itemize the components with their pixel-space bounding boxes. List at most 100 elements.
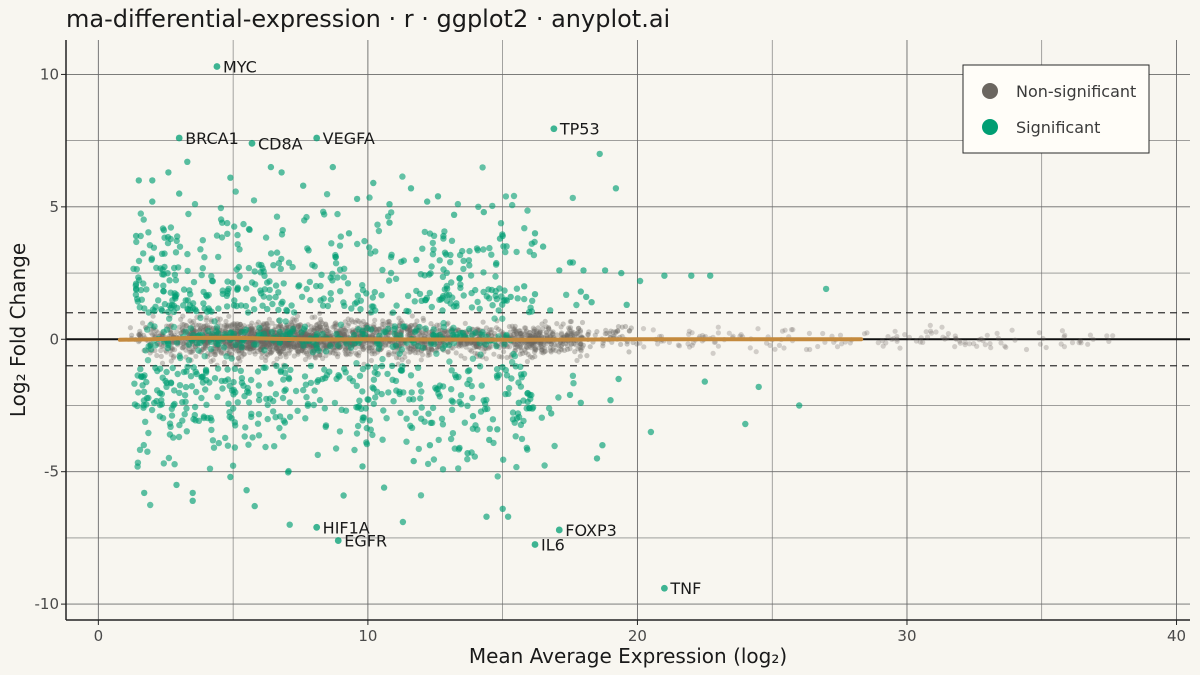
data-point <box>233 325 239 331</box>
data-point <box>509 201 516 209</box>
data-point <box>155 330 161 336</box>
data-point <box>807 346 813 353</box>
data-point <box>438 415 446 422</box>
data-point <box>256 391 263 399</box>
data-point <box>354 317 360 323</box>
data-point <box>529 343 535 349</box>
data-point <box>267 346 273 352</box>
data-point <box>264 321 270 327</box>
data-point <box>699 332 706 339</box>
data-point <box>613 329 619 335</box>
data-point <box>337 233 344 240</box>
data-point <box>249 328 255 334</box>
data-point <box>532 353 538 360</box>
data-point <box>163 368 170 376</box>
data-point <box>314 451 321 459</box>
data-point <box>585 331 591 338</box>
data-point <box>1087 332 1093 338</box>
data-point <box>173 304 181 312</box>
data-point <box>299 348 305 354</box>
data-point <box>241 328 248 336</box>
data-point <box>477 408 485 415</box>
data-point <box>379 321 385 327</box>
data-point <box>548 410 555 417</box>
data-point <box>134 402 141 410</box>
data-point <box>296 282 303 289</box>
data-point <box>408 323 414 329</box>
data-point <box>248 330 254 336</box>
data-point <box>201 254 208 261</box>
data-point <box>305 247 312 254</box>
data-point <box>512 363 519 370</box>
data-point <box>337 288 344 295</box>
data-point <box>154 367 161 375</box>
data-point <box>1104 333 1110 339</box>
data-point <box>239 353 245 359</box>
data-point <box>517 383 525 390</box>
data-point <box>327 290 334 297</box>
data-point <box>584 353 590 359</box>
data-point <box>715 330 722 336</box>
x-tick-label: 30 <box>897 627 916 645</box>
data-point <box>546 326 552 332</box>
data-point <box>1009 327 1015 333</box>
data-point <box>369 384 376 391</box>
data-point <box>127 325 133 331</box>
data-point <box>488 251 495 258</box>
data-point <box>501 349 507 355</box>
data-point <box>459 343 465 349</box>
y-tick-label: 10 <box>40 65 59 83</box>
data-point <box>482 341 489 348</box>
data-point <box>373 327 379 333</box>
data-point <box>359 388 366 395</box>
data-point <box>375 326 381 332</box>
data-point <box>258 339 264 345</box>
data-point <box>880 343 886 349</box>
data-point <box>1058 341 1064 347</box>
data-point <box>839 341 845 347</box>
data-point <box>637 340 643 346</box>
data-point <box>796 402 803 409</box>
data-point <box>332 253 339 261</box>
data-point <box>537 330 543 336</box>
data-point <box>421 317 427 323</box>
data-point <box>398 367 405 374</box>
data-point <box>321 405 328 412</box>
data-point <box>512 433 519 440</box>
data-point <box>317 310 323 316</box>
data-point <box>273 249 281 256</box>
data-point <box>647 428 655 436</box>
data-point <box>294 340 300 346</box>
data-point <box>224 219 231 227</box>
data-point <box>550 331 556 337</box>
data-point <box>553 348 559 354</box>
data-point <box>418 404 425 411</box>
data-point <box>134 372 141 379</box>
data-point <box>152 332 158 338</box>
data-point <box>183 323 189 329</box>
data-point <box>529 297 536 304</box>
data-point <box>267 163 275 171</box>
data-point <box>514 295 521 302</box>
data-point <box>207 345 215 353</box>
data-point <box>239 349 245 355</box>
data-point <box>435 436 442 444</box>
data-point <box>359 463 366 470</box>
data-point <box>403 307 410 315</box>
data-point <box>521 225 528 232</box>
data-point <box>208 308 215 315</box>
data-point <box>391 349 397 355</box>
data-point <box>180 340 186 346</box>
data-point <box>199 265 206 272</box>
data-point <box>275 348 281 354</box>
data-point <box>573 342 579 348</box>
data-point <box>222 434 229 442</box>
data-point <box>578 341 584 347</box>
y-tick-label: -10 <box>35 595 60 613</box>
data-point <box>166 277 173 284</box>
data-point <box>615 324 622 330</box>
data-point <box>369 431 376 439</box>
data-point <box>171 387 178 394</box>
data-point <box>466 376 473 384</box>
data-point <box>282 386 289 393</box>
